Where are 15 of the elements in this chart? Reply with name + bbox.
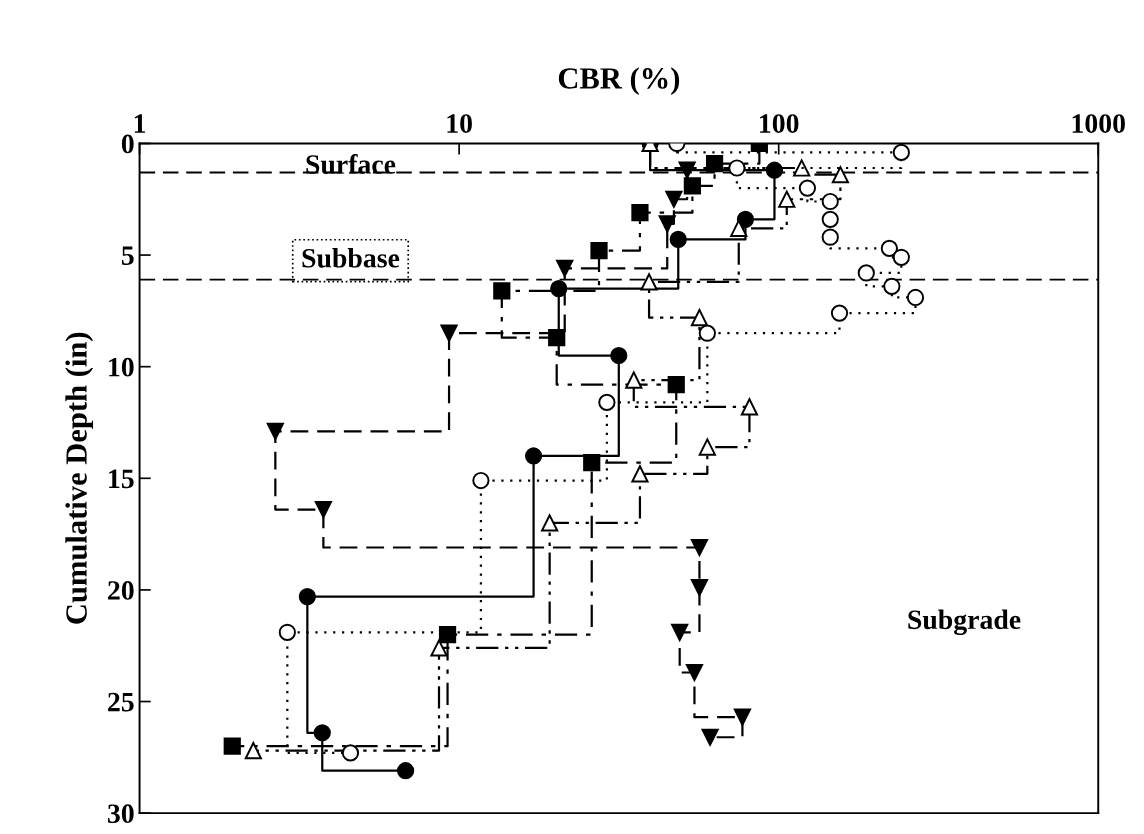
y-tick-label: 5 <box>121 246 134 265</box>
y-tick-label: 30 <box>107 804 134 824</box>
y-tick-label: 25 <box>108 692 134 712</box>
y-tick-label: 15 <box>109 469 134 489</box>
y-tick-label: 20 <box>108 581 134 600</box>
x-tick-label: 100 <box>760 114 799 133</box>
x-tick-label: 1000 <box>1072 114 1125 133</box>
y-axis-title: Cumulative Depth (in) <box>65 332 94 624</box>
x-axis-title: CBR (%) <box>558 67 680 95</box>
y-tick-label: 0 <box>121 134 134 154</box>
x-tick-label: 1 <box>134 114 146 133</box>
annotation: Subbase <box>302 248 400 268</box>
y-tick-label: 10 <box>109 357 134 377</box>
annotation: Subgrade <box>908 609 1021 635</box>
x-tick-label: 10 <box>447 114 472 133</box>
